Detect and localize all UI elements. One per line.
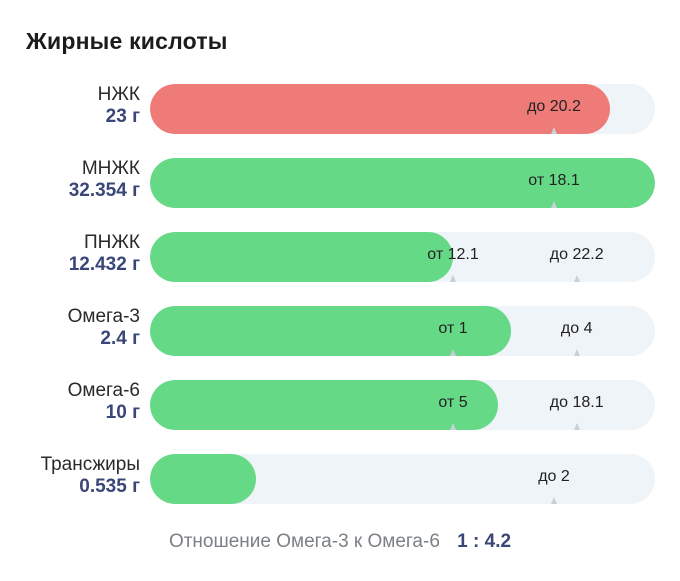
omega-ratio-label: Отношение Омега-3 к Омега-6: [168, 531, 440, 552]
fatty-acid-row-mnzhk: МНЖК 32.354 г от 18.1: [0, 158, 680, 208]
nutrient-name: МНЖК: [81, 158, 140, 179]
nutrient-amount: 32.354 г: [68, 180, 140, 201]
fatty-acid-row-omega-6: Омега-6 10 г от 5 до 18.1: [0, 380, 680, 430]
marker-triangle-icon: [573, 349, 580, 356]
norm-marker-label: до 20.2: [527, 98, 581, 115]
nutrient-label: Омега-3 2.4 г: [68, 306, 140, 350]
marker-triangle-icon: [551, 127, 557, 134]
fatty-acid-row-nzhk: НЖК 23 г до 20.2: [0, 84, 680, 134]
marker-triangle-icon: [573, 275, 580, 282]
progress-track: от 18.1: [150, 158, 655, 208]
progress-fill: [150, 306, 512, 356]
nutrient-label: МНЖК 32.354 г: [69, 158, 140, 202]
nutrient-amount: 2.4 г: [100, 328, 140, 349]
nutrient-name: Омега-3: [67, 306, 140, 327]
marker-triangle-icon: [573, 423, 580, 430]
norm-marker-label: до 2: [538, 468, 570, 485]
progress-fill: [150, 454, 257, 504]
progress-track: до 20.2: [150, 84, 655, 134]
nutrient-name: Омега-6: [67, 380, 140, 401]
nutrient-amount: 23 г: [105, 106, 140, 127]
norm-marker-label: до 4: [560, 320, 593, 337]
progress-track: от 12.1 до 22.2: [150, 232, 655, 282]
progress-fill: [150, 84, 610, 134]
norm-marker-label: от 5: [438, 394, 468, 411]
marker-triangle-icon: [551, 201, 557, 208]
nutrient-label: НЖК 23 г: [98, 84, 140, 128]
norm-marker-label: до 22.2: [549, 246, 604, 263]
norm-marker-label: от 1: [438, 320, 468, 337]
omega-ratio-value: 1 : 4.2: [457, 531, 512, 552]
nutrient-label: ПНЖК 12.432 г: [69, 232, 140, 276]
section-title: Жирные кислоты: [26, 28, 228, 54]
progress-fill: [150, 158, 655, 208]
nutrient-name: ПНЖК: [84, 232, 140, 253]
fatty-acid-row-pnzhk: ПНЖК 12.432 г от 12.1 до 22.2: [0, 232, 680, 282]
nutrient-label: Трансжиры 0.535 г: [41, 454, 140, 498]
norm-marker-label: от 12.1: [427, 246, 479, 263]
progress-track: от 1 до 4: [150, 306, 655, 356]
marker-triangle-icon: [450, 423, 456, 430]
progress-track: от 5 до 18.1: [150, 380, 655, 430]
progress-fill: [150, 380, 499, 430]
progress-fill: [150, 232, 453, 282]
norm-marker-label: от 18.1: [528, 172, 580, 189]
marker-triangle-icon: [551, 497, 557, 504]
progress-track: до 2: [150, 454, 655, 504]
fatty-acid-row-trans-fats: Трансжиры 0.535 г до 2: [0, 454, 680, 504]
fatty-acid-row-omega-3: Омега-3 2.4 г от 1 до 4: [0, 306, 680, 356]
nutrient-amount: 10 г: [105, 402, 140, 423]
omega-ratio: Отношение Омега-3 к Омега-6 1 : 4.2: [0, 531, 680, 553]
nutrient-amount: 0.535 г: [79, 476, 140, 497]
marker-triangle-icon: [450, 275, 456, 282]
nutrient-name: Трансжиры: [40, 454, 140, 475]
marker-triangle-icon: [450, 349, 456, 356]
nutrient-amount: 12.432 г: [68, 254, 140, 275]
nutrient-label: Омега-6 10 г: [68, 380, 140, 424]
nutrient-name: НЖК: [97, 84, 140, 105]
norm-marker-label: до 18.1: [549, 394, 604, 411]
